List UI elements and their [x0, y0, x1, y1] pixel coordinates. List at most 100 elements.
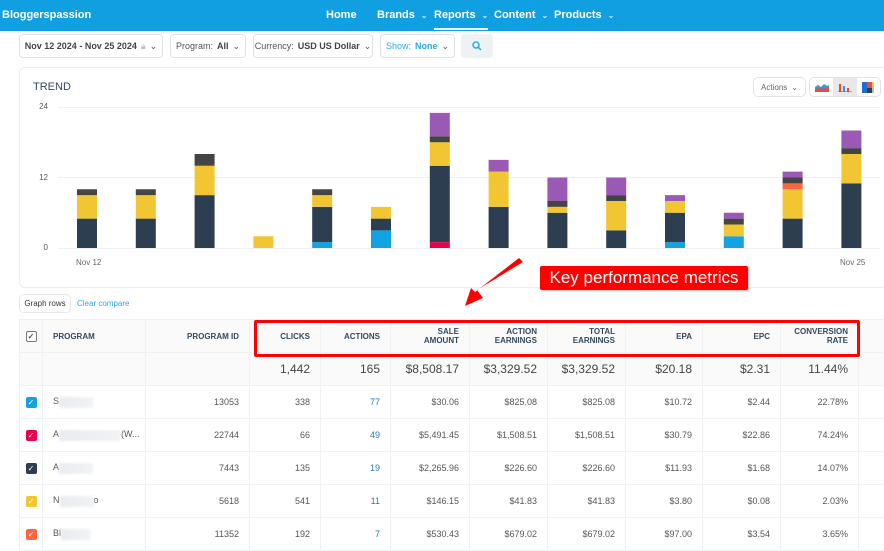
- bar-segment[interactable]: [782, 171, 803, 178]
- row-checkbox[interactable]: ✓: [19, 484, 43, 518]
- bar-segment[interactable]: [429, 242, 450, 248]
- bar-segment[interactable]: [547, 201, 568, 207]
- bar-segment[interactable]: [77, 189, 97, 196]
- bar-segment[interactable]: [135, 195, 156, 219]
- program-name[interactable]: Bl: [42, 517, 146, 551]
- bar-segment[interactable]: [665, 242, 685, 248]
- actions-link[interactable]: 77: [320, 385, 391, 419]
- bar-segment[interactable]: [547, 206, 568, 213]
- bar-segment[interactable]: [782, 183, 803, 190]
- actions-link[interactable]: 7: [320, 517, 391, 551]
- col-program-id[interactable]: PROGRAM ID: [145, 319, 250, 353]
- bar-segment[interactable]: [723, 212, 744, 219]
- bar-segment[interactable]: [606, 177, 627, 196]
- bar-segment[interactable]: [312, 242, 333, 248]
- bar-segment[interactable]: [841, 148, 862, 154]
- col-sale-amount[interactable]: SALE AMOUNT: [390, 319, 470, 353]
- actions-link[interactable]: 19: [320, 451, 391, 485]
- epa: $3.80: [625, 484, 703, 518]
- bar-segment[interactable]: [723, 236, 744, 248]
- bar-segment[interactable]: [606, 201, 627, 231]
- row-checkbox[interactable]: ✓: [19, 517, 43, 551]
- bar-segment[interactable]: [488, 171, 509, 207]
- bar-segment[interactable]: [723, 224, 744, 237]
- select-all-checkbox[interactable]: ✓: [19, 319, 43, 353]
- bar-segment[interactable]: [135, 218, 156, 248]
- col-action-earnings[interactable]: ACTION EARNINGS: [469, 319, 548, 353]
- brand-logo[interactable]: Bloggerspassion: [2, 9, 92, 21]
- bar-segment[interactable]: [488, 206, 509, 248]
- bar-segment[interactable]: [782, 177, 803, 184]
- bar-segment[interactable]: [371, 230, 391, 248]
- program-name[interactable]: A (W...: [42, 418, 146, 452]
- bar-chart-button[interactable]: [833, 78, 857, 96]
- bar-segment[interactable]: [312, 189, 333, 196]
- bar-segment[interactable]: [606, 195, 627, 201]
- col-conversion-rate[interactable]: CONVERSION RATE: [780, 319, 859, 353]
- bar-segment[interactable]: [429, 165, 450, 243]
- table-row[interactable]: ✓ A 7443 135 19 $2,265.96 $226.60 $226.60 $11.…: [19, 451, 884, 485]
- bar-segment[interactable]: [488, 159, 509, 172]
- bar-segment[interactable]: [77, 218, 97, 248]
- bar-segment[interactable]: [723, 218, 744, 225]
- bar-segment[interactable]: [194, 154, 215, 166]
- clear-compare-link[interactable]: Clear compare: [77, 299, 130, 308]
- bar-segment[interactable]: [841, 183, 862, 248]
- bar-segment[interactable]: [135, 189, 156, 196]
- table-row[interactable]: ✓ A (W... 22744 66 49 $5,491.45 $1,508.51 $1,5…: [19, 418, 884, 452]
- bar-segment[interactable]: [841, 154, 862, 184]
- col-epa[interactable]: EPA: [625, 319, 703, 353]
- program-select[interactable]: Program: All ⌄: [170, 34, 246, 58]
- col-total-earnings[interactable]: TOTAL EARNINGS: [547, 319, 626, 353]
- nav-home[interactable]: Home: [326, 9, 357, 21]
- program-name[interactable]: S: [42, 385, 146, 419]
- bar-segment[interactable]: [782, 189, 803, 219]
- currency-select[interactable]: Currency: USD US Dollar ⌄: [253, 34, 373, 58]
- bar-segment[interactable]: [312, 195, 333, 207]
- arrow-icon: [465, 258, 523, 306]
- actions-link[interactable]: 11: [320, 484, 391, 518]
- bar-segment[interactable]: [194, 195, 215, 248]
- show-select[interactable]: Show: None ⌄: [380, 34, 455, 58]
- nav-reports[interactable]: Reports ⌄: [434, 9, 489, 30]
- bar-segment[interactable]: [665, 212, 685, 243]
- actions-link[interactable]: 49: [320, 418, 391, 452]
- bar-segment[interactable]: [371, 206, 391, 219]
- treemap-chart-button[interactable]: [857, 78, 880, 96]
- search-button[interactable]: [461, 34, 493, 58]
- bar-segment[interactable]: [606, 230, 627, 248]
- bar-segment[interactable]: [429, 142, 450, 166]
- row-extra: [858, 451, 884, 485]
- bar-segment[interactable]: [547, 212, 568, 248]
- bar-segment[interactable]: [77, 195, 97, 219]
- actions-button[interactable]: Actions ⌄: [753, 77, 806, 97]
- program-name[interactable]: A: [42, 451, 146, 485]
- row-checkbox[interactable]: ✓: [19, 385, 43, 419]
- bar-segment[interactable]: [253, 236, 274, 248]
- area-chart-button[interactable]: [810, 78, 833, 96]
- nav-content[interactable]: Content ⌄: [494, 9, 548, 21]
- bar-segment[interactable]: [429, 136, 450, 143]
- bar-segment[interactable]: [841, 130, 862, 149]
- row-checkbox[interactable]: ✓: [19, 451, 43, 485]
- bar-segment[interactable]: [429, 112, 450, 137]
- col-actions[interactable]: ACTIONS: [320, 319, 391, 353]
- bar-segment[interactable]: [312, 206, 333, 243]
- row-checkbox[interactable]: ✓: [19, 418, 43, 452]
- bar-segment[interactable]: [194, 165, 215, 196]
- bar-segment[interactable]: [665, 195, 685, 201]
- bar-segment[interactable]: [547, 177, 568, 202]
- bar-segment[interactable]: [371, 218, 391, 231]
- bar-segment[interactable]: [782, 218, 803, 248]
- col-program[interactable]: PROGRAM: [42, 319, 146, 353]
- nav-products[interactable]: Products ⌄: [554, 9, 614, 21]
- col-clicks[interactable]: CLICKS: [249, 319, 321, 353]
- graph-rows-button[interactable]: Graph rows: [19, 294, 71, 313]
- bar-segment[interactable]: [665, 201, 685, 213]
- date-range-picker[interactable]: Nov 12 2024 - Nov 25 2024 🔒︎ ⌄: [19, 34, 163, 58]
- table-row[interactable]: ✓ S 13053 338 77 $30.06 $825.08 $825.08 $10.72…: [19, 385, 884, 419]
- table-row[interactable]: ✓ Bl 11352 192 7 $530.43 $679.02 $679.02 $97.0…: [19, 517, 884, 551]
- nav-brands[interactable]: Brands ⌄: [377, 9, 428, 21]
